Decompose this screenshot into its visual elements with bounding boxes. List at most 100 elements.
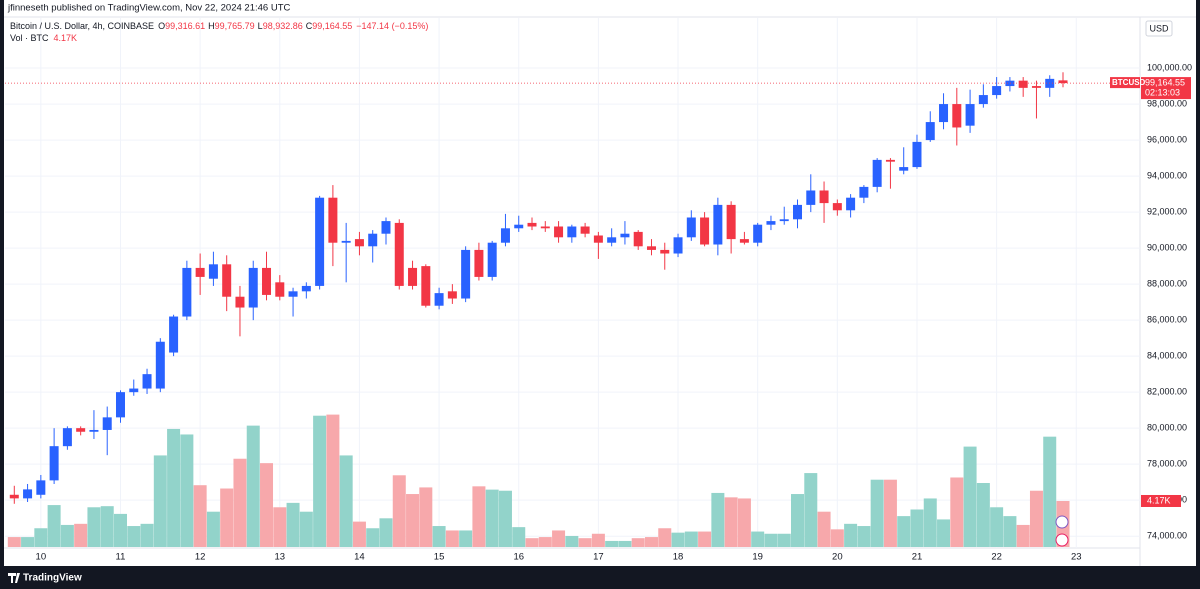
volume-bar [724,497,738,547]
volume-bar [698,531,712,547]
volume-bar [605,540,619,547]
volume-bar [711,492,725,547]
volume-bar [7,537,21,547]
y-tick-label: 98,000.00 [1147,98,1187,108]
currency-box[interactable] [1145,20,1173,37]
volume-bar [445,530,459,547]
volume-bar [923,498,937,547]
ohlc-key: H [208,21,215,31]
volume-bar [127,526,141,547]
candle-body [76,428,86,432]
volume-bar [352,521,366,547]
volume-bar [578,538,592,547]
y-tick-label: 78,000.00 [1147,459,1187,469]
ohlc-key: L [258,21,263,31]
volume-bar [432,526,446,547]
volume-bar [180,434,194,547]
volume-bar [777,533,791,547]
candle-body [474,249,484,277]
candle-body [408,267,418,286]
candle-body [686,217,696,238]
brand: TradingView [23,573,82,584]
volume-bar [817,511,831,547]
volume-bar [299,511,313,547]
candle-body [421,266,431,306]
last-volume-label: 4.17K [1147,495,1171,505]
volume-bar [47,505,61,547]
volume-bar [392,475,406,547]
volume-bar [937,519,951,547]
candle-body [992,86,1002,96]
volume-bar [631,538,645,547]
currency[interactable]: USD [1149,23,1169,33]
volume-bar [737,498,751,547]
y-tick-label: 94,000.00 [1147,170,1187,180]
candle-body [859,186,869,198]
candle-body [673,237,683,254]
volume-bar [472,486,486,547]
candle-body [394,222,404,286]
candle-body [806,190,816,205]
volume-bar [844,523,858,547]
y-tick-label: 84,000.00 [1147,351,1187,361]
candle-body [62,428,72,447]
candle-body [23,489,33,499]
volume-bar [326,414,340,547]
candle-body [129,388,139,393]
volume-bar [87,507,101,547]
icon-plus[interactable] [1055,515,1069,529]
ohlc-value: 98,932.86 [263,21,303,31]
volume-bar [804,473,818,547]
volume-bar [963,446,977,547]
candle-body [115,392,125,418]
ticker-box [1110,77,1140,89]
candle-body [222,264,232,297]
volume-bar [406,494,420,547]
candle-body [328,197,338,243]
volume-bar [273,507,287,547]
volume-bar [34,528,48,547]
candle-body [208,264,218,279]
volume-bar [618,540,632,547]
volume-bar [1029,490,1043,547]
volume-bar [206,511,220,547]
candle-body [1031,86,1041,88]
candle-body [925,122,935,141]
candle-body [899,167,909,171]
candle-body [793,204,803,220]
volume-bar [883,479,897,547]
candle-body [660,249,670,254]
volume-bar [565,535,579,547]
logo [8,573,20,583]
volume-bar [113,513,127,547]
candle-body [554,226,564,238]
x-tick-label: 11 [116,552,126,563]
footer-bar [0,566,1200,589]
x-tick-label: 16 [513,552,524,563]
last-price-box [1141,77,1191,100]
volume-bar [764,533,778,547]
candle-body [195,267,205,277]
volume-bar [286,502,300,547]
volume-value: 4.17K [54,33,78,43]
candle-body [102,417,112,430]
candle-body [169,316,179,353]
candle-body [235,296,245,308]
volume-bar [552,530,566,547]
volume-bar [976,483,990,547]
candle-body [633,231,643,247]
y-tick-label: 96,000.00 [1147,134,1187,144]
ohlc-value: 99,164.55 [312,21,352,31]
volume-bar [74,523,88,547]
volume-bar [1016,524,1030,547]
candle-body [593,235,603,243]
ohlc-legend: Bitcoin / U.S. Dollar, 4h, COINBASE O99,3… [10,21,428,31]
candle-body [49,446,59,481]
volume-bar [339,455,353,547]
volume-bar [60,524,74,547]
x-tick-label: 12 [195,552,206,563]
y-tick-label: 80,000.00 [1147,423,1187,433]
candle-body [500,228,510,243]
icon-alert[interactable] [1055,533,1069,547]
